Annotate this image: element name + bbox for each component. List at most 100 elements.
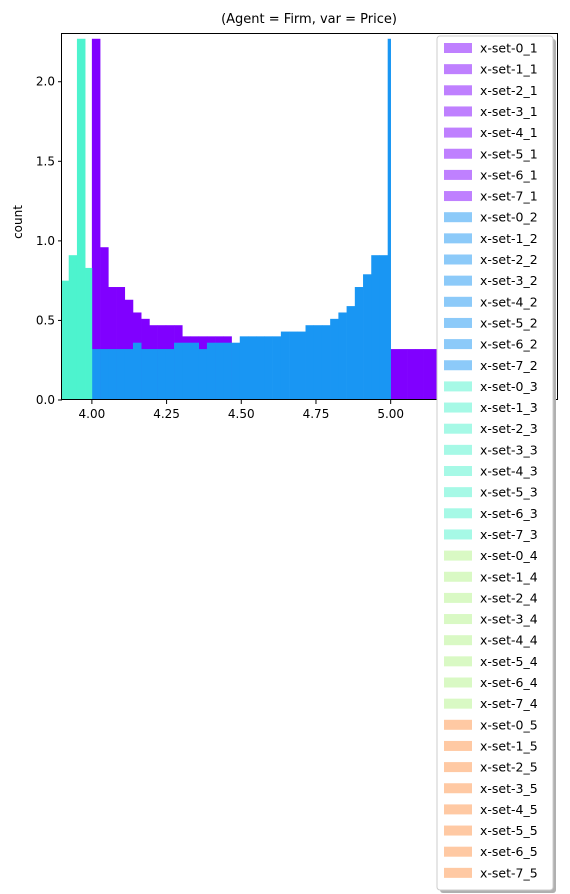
legend-label-16: x-set-0_3 (480, 379, 538, 394)
bar-s1-10 (174, 342, 183, 400)
plot-frame (61, 33, 558, 400)
legend-label-14: x-set-6_2 (480, 337, 538, 352)
chart-title: (Agent = Firm, var = Price) (221, 12, 397, 27)
x-tick-label-3: 4.75 (303, 407, 330, 421)
bar-s1-6 (141, 349, 150, 400)
legend-label-11: x-set-3_2 (480, 273, 538, 288)
legend-label-10: x-set-2_2 (480, 252, 538, 267)
legend-swatch-30 (444, 677, 472, 688)
legend-swatch-38 (444, 846, 472, 857)
legend-label-20: x-set-4_3 (480, 464, 538, 479)
bar-s1-32 (354, 287, 364, 400)
bar-s1-29 (330, 318, 339, 400)
legend-swatch-4 (444, 127, 472, 138)
legend-label-17: x-set-1_3 (480, 400, 538, 415)
legend-label-3: x-set-3_1 (480, 104, 538, 119)
legend-swatch-6 (444, 169, 472, 180)
legend-label-26: x-set-2_4 (480, 590, 538, 605)
legend-swatch-9 (444, 233, 472, 244)
bar-s1-18 (239, 336, 249, 400)
legend-swatch-31 (444, 698, 472, 709)
bar-s0-18 (398, 349, 408, 400)
bar-s1-23 (280, 331, 290, 400)
legend-swatch-12 (444, 296, 472, 307)
bar-s1-5 (132, 342, 142, 400)
bar-s1-24 (289, 331, 298, 400)
bar-s0-22 (431, 349, 441, 400)
legend-label-31: x-set-7_4 (480, 696, 538, 711)
legend-swatch-35 (444, 783, 472, 794)
legend-label-37: x-set-5_5 (480, 823, 538, 838)
bar-s1-30 (338, 312, 347, 400)
legend-label-19: x-set-3_3 (480, 442, 538, 457)
x-tick-label-4: 5.00 (377, 407, 404, 421)
bar-s1-16 (223, 342, 232, 400)
legend-label-6: x-set-6_1 (480, 167, 538, 182)
legend-label-27: x-set-3_4 (480, 612, 538, 627)
legend-swatch-0 (444, 43, 472, 53)
legend-label-23: x-set-7_3 (480, 527, 538, 542)
bar-s0-2 (108, 287, 117, 400)
legend-swatch-23 (444, 529, 472, 540)
bar-s1-0 (91, 349, 101, 400)
bar-s1-21 (264, 336, 273, 400)
legend-label-38: x-set-6_5 (480, 844, 538, 859)
legend-label-0: x-set-0_1 (480, 41, 538, 56)
bar-s2-2 (76, 38, 86, 401)
legend-swatch-21 (444, 487, 472, 498)
bar-s1-19 (248, 336, 257, 400)
bar-s1-28 (321, 325, 331, 400)
bar-s1-11 (182, 342, 191, 400)
legend-label-7: x-set-7_1 (480, 189, 538, 204)
legend-label-36: x-set-4_5 (480, 802, 538, 817)
bar-s0-0 (91, 38, 101, 401)
y-tick-label-0: 0.0 (36, 393, 55, 407)
legend-swatch-10 (444, 254, 472, 265)
legend-label-28: x-set-4_4 (480, 633, 538, 648)
legend-label-33: x-set-1_5 (480, 738, 538, 753)
legend-label-1: x-set-1_1 (480, 62, 538, 77)
legend-swatch-36 (444, 804, 472, 815)
bar-s0-17 (390, 349, 400, 400)
bar-s1-13 (198, 349, 208, 400)
bar-s1-4 (124, 349, 134, 400)
legend-swatch-3 (444, 106, 472, 117)
legend-swatch-27 (444, 614, 472, 625)
bar-s0-20 (415, 349, 424, 400)
legend-label-2: x-set-2_1 (480, 83, 538, 98)
bar-s1-9 (165, 349, 175, 400)
bar-s1-1 (100, 349, 109, 400)
bar-s1-8 (157, 349, 167, 400)
bar-s2-0 (62, 280, 70, 400)
legend-swatch-16 (444, 381, 472, 392)
y-axis: 0.0 0.5 1.0 1.5 2.0 (36, 75, 62, 407)
x-tick-label-2: 4.50 (228, 407, 255, 421)
x-tick-label-0: 4.00 (79, 407, 106, 421)
y-tick-label-3: 1.5 (36, 154, 55, 168)
legend-swatch-26 (444, 592, 472, 603)
legend-label-32: x-set-0_5 (480, 717, 538, 732)
legend-label-39: x-set-7_5 (480, 865, 538, 880)
legend-swatch-39 (444, 867, 472, 878)
legend-label-29: x-set-5_4 (480, 654, 538, 669)
legend-swatch-1 (444, 64, 472, 75)
legend-swatch-28 (444, 635, 472, 646)
bar-s1-36 (387, 38, 391, 401)
bar-s1-3 (116, 349, 126, 400)
legend-swatch-7 (444, 191, 472, 202)
legend-label-35: x-set-3_5 (480, 781, 538, 796)
bar-s0-1 (100, 247, 109, 400)
legend-swatch-24 (444, 550, 472, 561)
legend-label-5: x-set-5_1 (480, 146, 538, 161)
legend-box (436, 35, 554, 891)
bar-s0-19 (407, 349, 416, 400)
legend-swatch-37 (444, 825, 472, 836)
bar-s1-2 (108, 349, 117, 400)
y-axis-label: count (11, 205, 25, 239)
legend-swatch-13 (444, 317, 472, 328)
bar-s1-15 (215, 342, 224, 400)
bar-s1-7 (149, 349, 158, 400)
legend-label-13: x-set-5_2 (480, 315, 538, 330)
legend-swatch-17 (444, 402, 472, 413)
